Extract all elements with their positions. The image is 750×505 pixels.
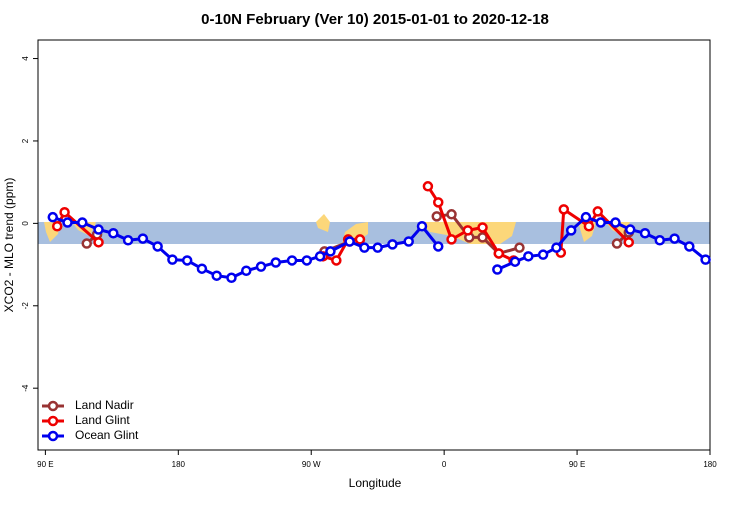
point: [108, 228, 119, 239]
chart-title: 0-10N February (Ver 10) 2015-01-01 to 20…: [201, 11, 549, 28]
y-tick-label: -4: [21, 384, 30, 392]
point: [700, 254, 711, 265]
point: [359, 242, 370, 253]
point: [51, 221, 63, 232]
x-axis-label: Longitude: [349, 476, 402, 490]
point: [514, 242, 525, 253]
point: [196, 263, 208, 274]
point: [611, 238, 623, 249]
point: [81, 238, 92, 249]
point: [431, 211, 443, 222]
y-tick-label: 4: [21, 56, 30, 61]
point: [286, 255, 298, 266]
point: [537, 249, 549, 260]
point: [624, 224, 636, 235]
point: [580, 211, 592, 223]
x-tick-label: 90 E: [37, 460, 53, 469]
ocean-band: [38, 222, 710, 244]
land-patch: [316, 214, 368, 244]
x-tick-label: 90 W: [302, 460, 321, 469]
point: [446, 234, 457, 245]
point: [583, 221, 595, 232]
point: [462, 225, 474, 236]
point: [492, 264, 503, 275]
y-tick-label: 0: [21, 221, 30, 226]
point: [654, 235, 666, 246]
y-axis-label: XCO2 - MLO trend (ppm): [2, 178, 16, 313]
point: [684, 241, 695, 252]
x-tick-label: 180: [703, 460, 717, 469]
x-tick-label: 90 E: [569, 460, 585, 469]
point: [211, 270, 222, 281]
point: [416, 221, 428, 232]
point: [93, 237, 104, 248]
point: [226, 272, 237, 284]
point: [592, 206, 604, 217]
point: [639, 228, 651, 239]
point: [344, 236, 355, 247]
point: [255, 261, 267, 272]
point: [669, 233, 680, 244]
point: [623, 237, 635, 248]
point: [167, 254, 178, 265]
point: [77, 217, 88, 228]
point: [509, 256, 521, 267]
point: [387, 239, 398, 250]
point: [181, 255, 193, 266]
point: [59, 206, 70, 218]
x-tick-label: 180: [172, 460, 186, 469]
point: [551, 242, 562, 253]
point: [314, 251, 326, 262]
legend-marker: [47, 415, 59, 427]
y-tick-label: 2: [21, 138, 30, 143]
point: [477, 232, 488, 243]
y-tick-label: -2: [21, 302, 30, 310]
point: [270, 257, 282, 268]
point: [565, 225, 577, 236]
point: [432, 197, 444, 208]
point: [47, 211, 59, 223]
point: [493, 248, 505, 259]
point: [403, 236, 414, 247]
point: [595, 217, 606, 228]
point: [446, 209, 457, 220]
point: [354, 234, 366, 245]
legend-label: Land Nadir: [75, 398, 134, 412]
point: [93, 224, 104, 235]
point: [432, 241, 444, 252]
point: [331, 255, 342, 266]
legend-label: Ocean Glint: [75, 428, 139, 442]
plot-frame: [37, 39, 711, 451]
point: [325, 246, 336, 257]
point: [122, 235, 134, 246]
legend-label: Land Glint: [75, 413, 130, 427]
point: [523, 251, 534, 262]
point: [62, 217, 73, 228]
point: [372, 242, 383, 253]
legend-marker: [47, 430, 59, 442]
point: [422, 181, 434, 192]
point: [301, 255, 313, 266]
x-tick-label: 0: [442, 460, 447, 469]
point: [152, 241, 163, 252]
legend-marker: [47, 400, 59, 412]
point: [558, 204, 570, 215]
point: [477, 222, 488, 233]
point: [137, 233, 149, 244]
point: [610, 217, 621, 228]
point: [240, 265, 252, 277]
